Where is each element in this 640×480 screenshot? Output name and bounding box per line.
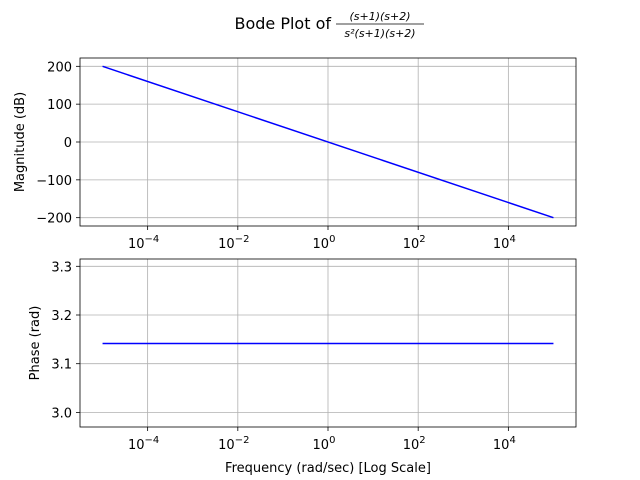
phase-ytick-label: 3.3 <box>51 260 72 275</box>
phase-ytick-label: 3.2 <box>51 309 72 324</box>
phase-xtick-label: 104 <box>493 435 516 453</box>
phase-ylabel: Phase (rad) <box>28 306 43 381</box>
phase-xtick-label: 10−4 <box>128 435 159 453</box>
magnitude-ytick-label: 200 <box>47 60 72 75</box>
magnitude-ylabel: Magnitude (dB) <box>13 92 28 192</box>
phase-xtick-label: 10−2 <box>218 435 249 453</box>
magnitude-axes: 10−4 10−2 100 102 104 200 100 0 −100 −200 Magnitu… <box>13 57 577 252</box>
magnitude-xtick-label: 10−2 <box>218 234 249 252</box>
magnitude-xtick-label: 104 <box>493 234 516 252</box>
phase-ticks: 10−4 10−2 100 102 104 3.3 3.2 3.1 3.0 <box>51 260 516 453</box>
magnitude-series-line <box>102 65 554 219</box>
magnitude-ytick-label: −200 <box>36 212 72 227</box>
phase-xlabel: Frequency (rad/sec) [Log Scale] <box>225 461 431 476</box>
magnitude-ytick-label: 0 <box>64 136 72 151</box>
title-prefix: Bode Plot of <box>234 14 331 33</box>
phase-ytick-label: 3.0 <box>51 406 72 421</box>
magnitude-series <box>102 65 554 219</box>
magnitude-ytick-label: −100 <box>36 174 72 189</box>
phase-ytick-label: 3.1 <box>51 358 72 373</box>
phase-xtick-label: 100 <box>313 435 336 453</box>
magnitude-xtick-label: 102 <box>403 234 426 252</box>
figure-title: Bode Plot of (s+1)(s+2) s²(s+1)(s+2) <box>234 10 424 40</box>
magnitude-ytick-label: 100 <box>47 98 72 113</box>
magnitude-xtick-label: 100 <box>313 234 336 252</box>
magnitude-ticks: 10−4 10−2 100 102 104 200 100 0 −100 −200 <box>36 60 516 252</box>
phase-axes: 10−4 10−2 100 102 104 3.3 3.2 3.1 3.0 Phase (rad… <box>28 258 577 476</box>
phase-xtick-label: 102 <box>403 435 426 453</box>
title-denominator: s²(s+1)(s+2) <box>344 27 415 40</box>
magnitude-xtick-label: 10−4 <box>128 234 159 252</box>
title-numerator: (s+1)(s+2) <box>349 10 410 23</box>
